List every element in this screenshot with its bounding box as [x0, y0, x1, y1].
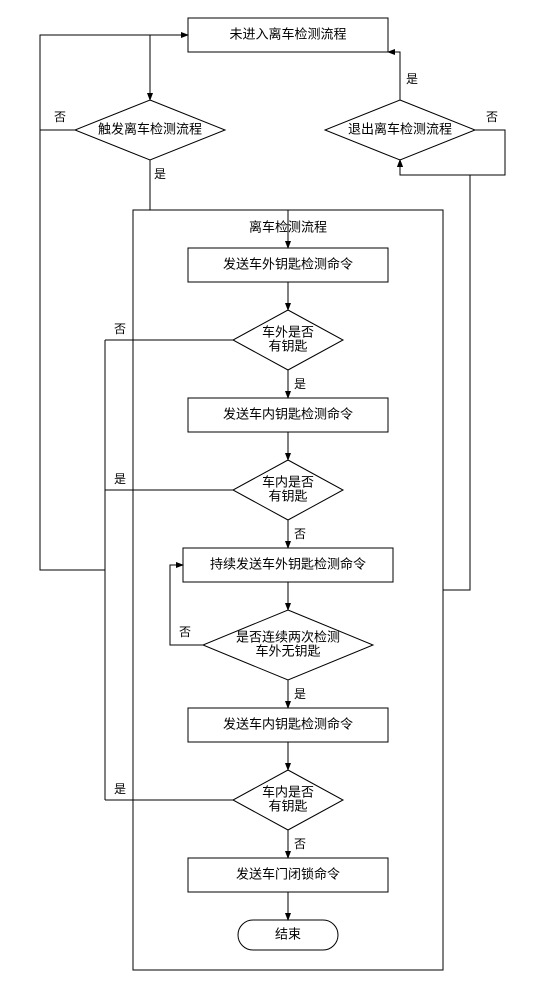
edge-4 [400, 130, 505, 175]
edge-3 [388, 52, 400, 100]
edge-8-label: 否 [114, 322, 126, 336]
d_exit-label: 退出离车检测流程 [348, 121, 452, 136]
edge-2-label: 否 [54, 110, 66, 124]
edge-20 [40, 35, 105, 570]
p5-label: 发送车门闭锁命令 [236, 866, 340, 881]
flowchart-canvas: 是否是否是否否是是否否是未进入离车检测流程触发离车检测流程退出离车检测流程离车检… [0, 0, 535, 1000]
p3-label: 持续发送车外钥匙检测命令 [210, 556, 366, 571]
edge-1 [150, 160, 288, 248]
p1-label: 发送车外钥匙检测命令 [223, 256, 353, 271]
d2-label: 有钥匙 [268, 488, 307, 503]
d4-label: 有钥匙 [268, 798, 307, 813]
d3-label: 是否连续两次检测 [236, 629, 340, 644]
edge-0 [150, 35, 188, 100]
edge-7-label: 是 [294, 377, 306, 391]
edge-5 [400, 160, 470, 590]
edge-11-label: 是 [114, 472, 126, 486]
edge-1-label: 是 [154, 167, 166, 181]
frame_title-label: 离车检测流程 [249, 219, 327, 234]
edge-13-label: 是 [294, 687, 306, 701]
d3-label: 车外无钥匙 [255, 643, 320, 658]
edge-16-label: 否 [294, 837, 306, 851]
p2-label: 发送车内钥匙检测命令 [223, 406, 353, 421]
start-label: 未进入离车检测流程 [229, 26, 346, 41]
edge-17-label: 是 [114, 782, 126, 796]
edge-4-label: 否 [486, 110, 498, 124]
d2-label: 车内是否 [262, 474, 314, 489]
d_trig-label: 触发离车检测流程 [98, 121, 202, 136]
edge-14-label: 否 [179, 625, 191, 639]
d4-label: 车内是否 [262, 784, 314, 799]
edge-10-label: 否 [294, 527, 306, 541]
d1-label: 车外是否 [262, 324, 314, 339]
d1-label: 有钥匙 [268, 338, 307, 353]
edge-3-label: 是 [406, 72, 418, 86]
end-label: 结束 [275, 926, 301, 941]
p4-label: 发送车内钥匙检测命令 [223, 716, 353, 731]
